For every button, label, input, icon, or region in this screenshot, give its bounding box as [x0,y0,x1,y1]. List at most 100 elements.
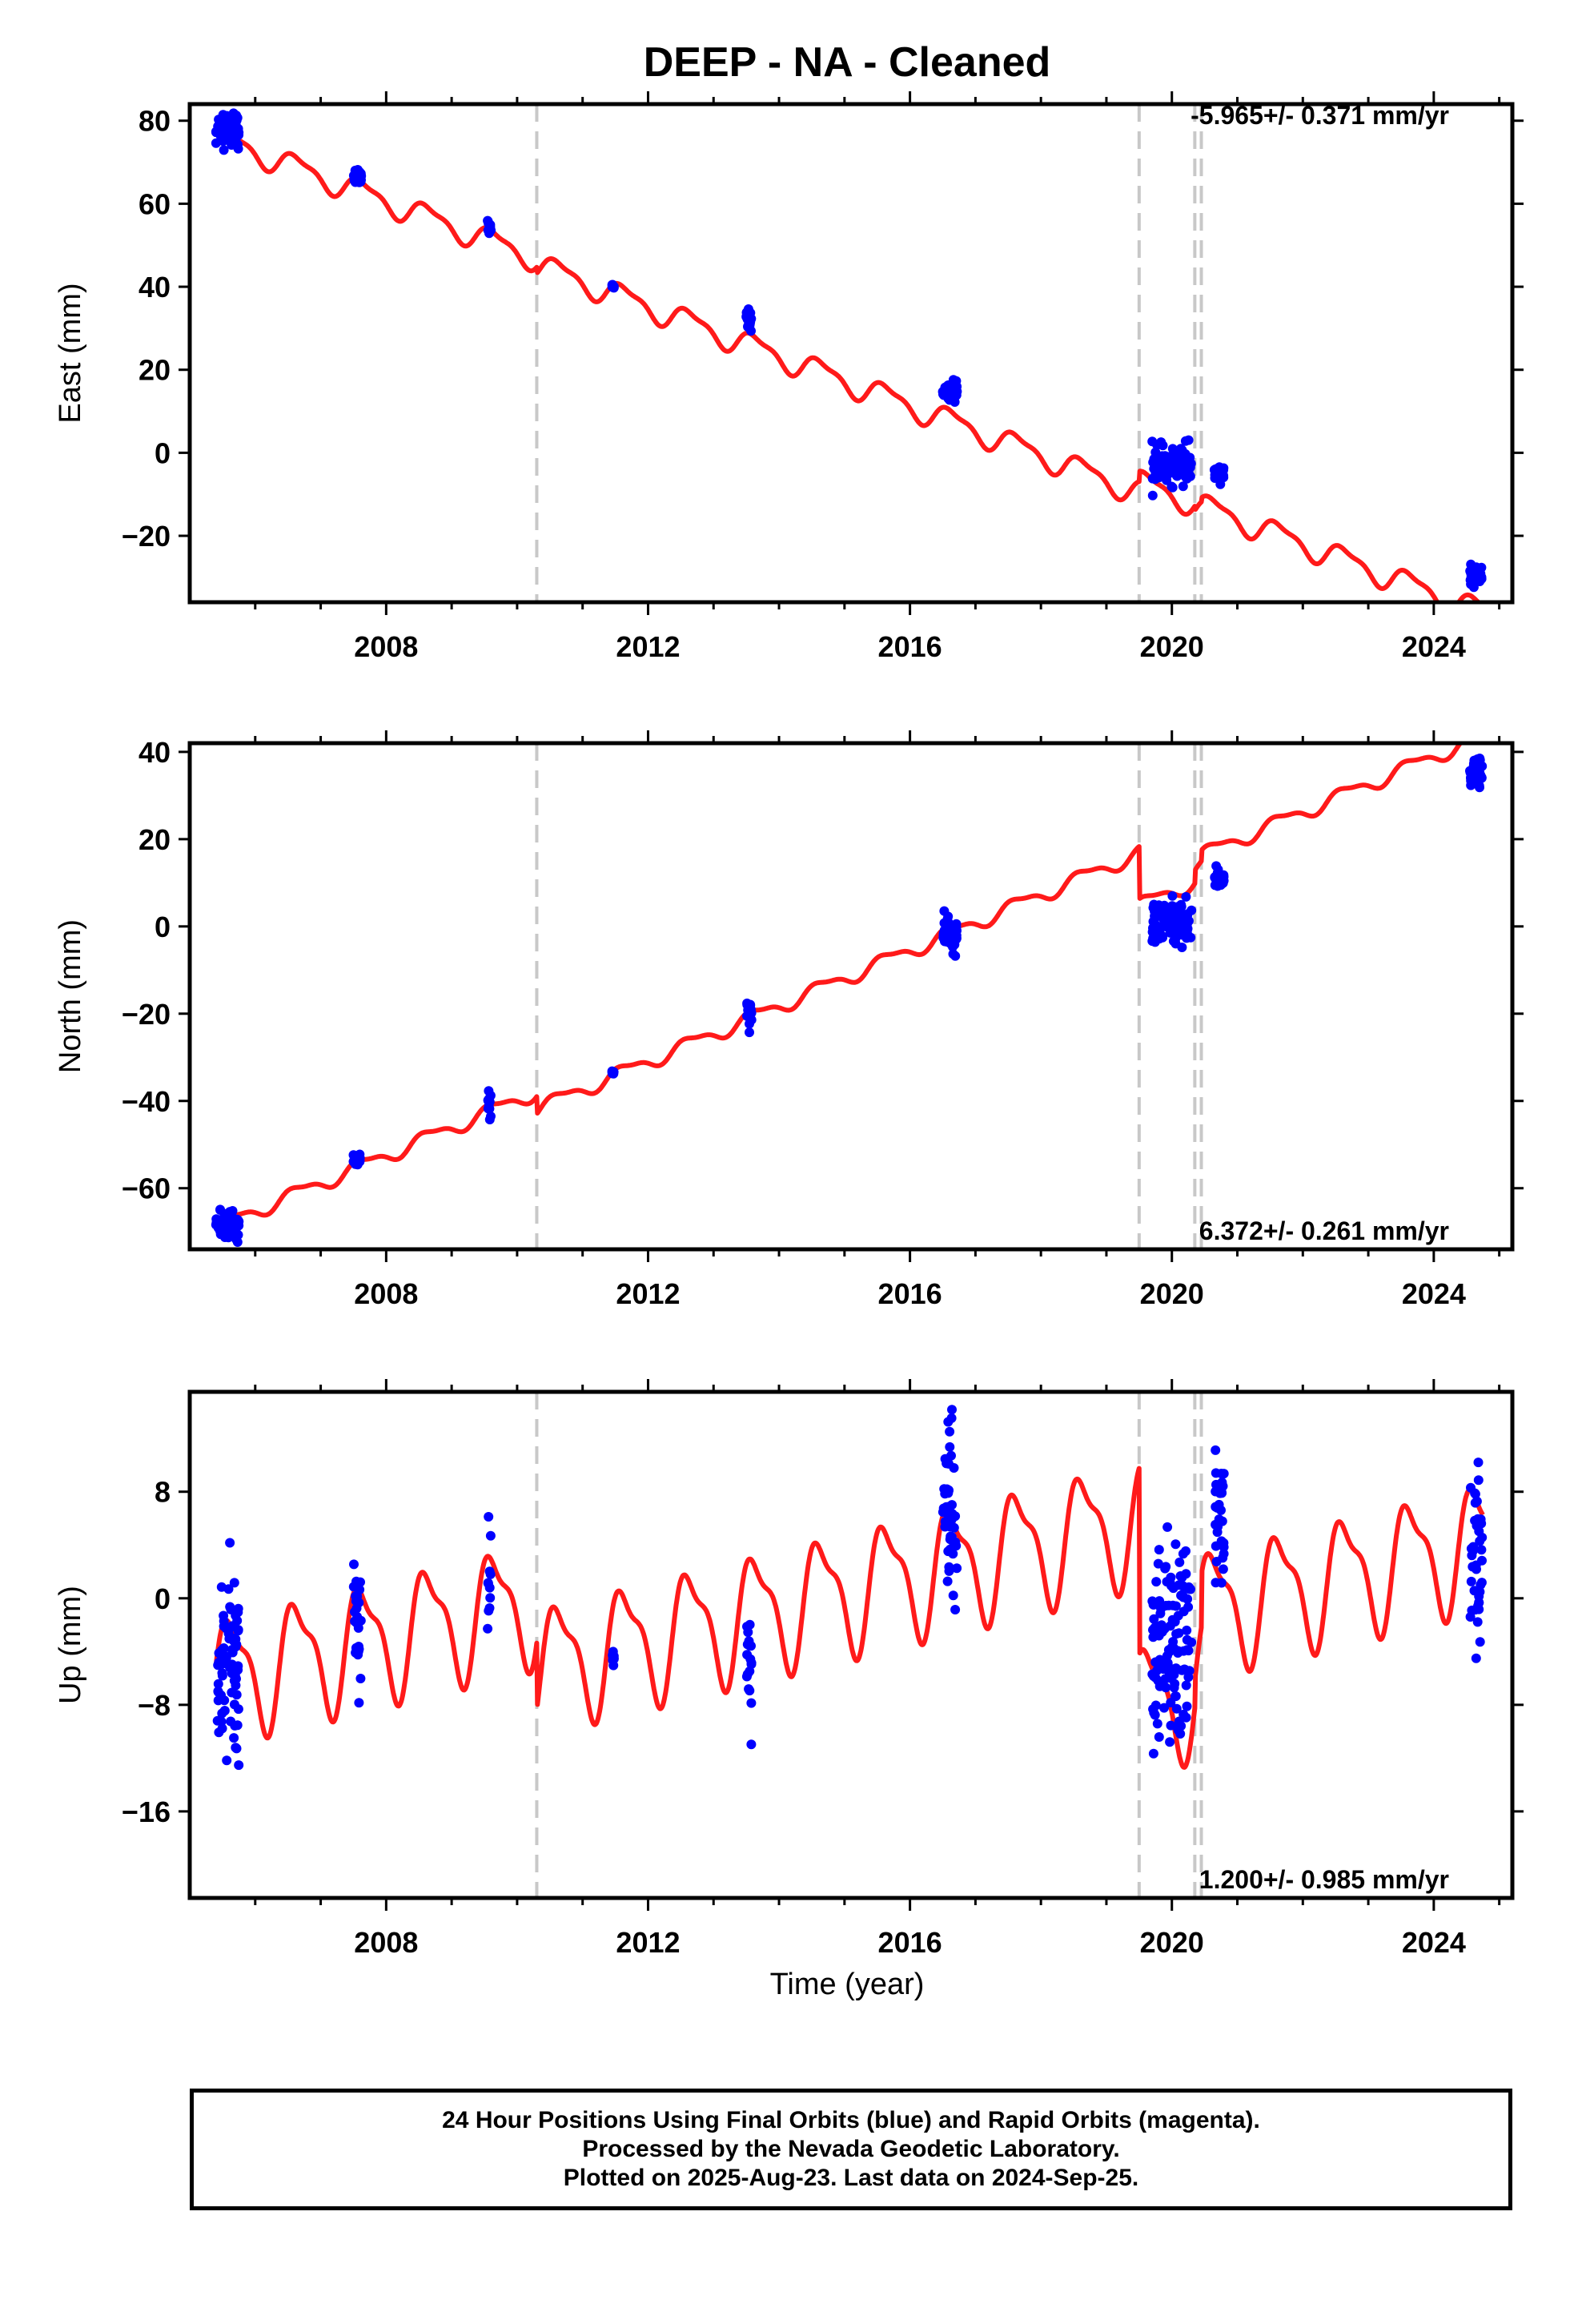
x-tick-label: 2024 [1402,1277,1466,1310]
data-point [1215,1480,1225,1490]
data-point [1468,768,1478,778]
data-point [1466,1576,1476,1586]
data-point [1148,1748,1158,1759]
y-tick-label: 0 [155,911,171,943]
data-point [1182,1634,1192,1645]
data-point [1173,1646,1183,1656]
data-point [952,1563,962,1574]
data-point [1211,1502,1221,1512]
data-point [1212,1527,1223,1538]
panel-frame [187,741,1515,1252]
data-point [1166,1720,1176,1731]
data-point [224,1662,235,1672]
data-point [1217,1516,1227,1526]
data-point [1186,905,1197,915]
data-point [217,1723,227,1734]
data-point [608,1652,618,1663]
data-point [219,145,229,155]
data-point [742,1622,752,1632]
data-point [1472,1617,1483,1627]
data-point [950,1511,961,1522]
data-point [485,1593,496,1603]
data-point [949,395,959,404]
data-point [226,1716,236,1727]
data-point [219,1651,230,1661]
x-tick-label: 2016 [878,1277,942,1310]
data-point [1175,1729,1186,1739]
data-point [1182,1645,1192,1655]
data-point [351,1618,362,1628]
x-axis-label: Time (year) [770,1968,925,2001]
y-axis-label: North (mm) [54,919,87,1073]
data-point [231,1610,241,1621]
data-point [1170,1663,1181,1674]
x-tick-label: 2016 [878,1926,942,1959]
data-point [231,111,242,121]
data-point [1473,1458,1484,1468]
model-curve [213,1466,1485,1770]
data-point [744,320,754,330]
rate-label: -5.965+/- 0.371 mm/yr [1191,101,1449,130]
plot-area [212,1392,1488,1898]
data-point [211,138,221,148]
data-point [942,1576,953,1586]
x-tick-label: 2020 [1140,1277,1204,1310]
data-point [1161,1601,1171,1610]
data-point [1167,891,1178,901]
footer-line-2: Processed by the Nevada Geodetic Laborat… [582,2136,1120,2162]
data-point [484,1512,494,1522]
data-point [1154,1732,1164,1742]
data-point [745,1640,755,1651]
y-tick-label: 20 [139,354,171,387]
y-axis-label: East (mm) [54,283,87,423]
data-point [1217,1469,1227,1479]
data-point [1218,1553,1228,1563]
data-point [1472,1496,1482,1506]
panel-up: Up (mm) 8 0 −8 −16 2008 2012 2016 2020 2024 1.200+… [54,1379,1524,1959]
data-point [227,1687,237,1698]
data-point [942,1504,953,1514]
plot-area [211,104,1487,602]
data-point [226,125,236,135]
data-point [947,1405,957,1415]
data-point [1159,1703,1169,1713]
data-point [213,1679,223,1689]
data-point [223,1584,234,1594]
data-point [1475,1637,1485,1647]
data-point [1166,1698,1176,1708]
chart-title: DEEP - NA - Cleaned [644,39,1051,86]
x-tick-label: 2024 [1402,630,1466,663]
data-point [1154,1628,1165,1638]
y-tick-label: 80 [139,105,171,138]
data-point [355,1674,366,1683]
data-point [1162,1522,1173,1532]
data-point [1149,1707,1159,1718]
x-tick-label: 2008 [354,630,418,663]
data-point [1183,1672,1194,1683]
y-tick-label: −16 [122,1795,171,1828]
data-point [225,1538,235,1548]
data-point [1150,911,1160,921]
data-point [1161,1663,1171,1674]
y-tick-label: 40 [139,736,171,769]
data-point [1466,1482,1476,1493]
model-curve [214,126,1482,602]
data-point [219,135,229,144]
data-point [352,1591,363,1602]
data-point [1476,770,1486,780]
data-point [1210,872,1220,883]
data-point [483,1623,493,1634]
observations [212,1405,1488,1771]
data-point [1150,1700,1161,1711]
data-point [1179,457,1189,468]
data-point [1174,1557,1185,1567]
data-point [351,1642,361,1653]
data-point [233,1661,243,1671]
observations [211,108,1487,593]
data-point [1465,1612,1476,1622]
data-point [946,927,956,938]
data-point [1467,575,1477,585]
data-point [229,1675,239,1686]
data-point [1150,1672,1161,1683]
